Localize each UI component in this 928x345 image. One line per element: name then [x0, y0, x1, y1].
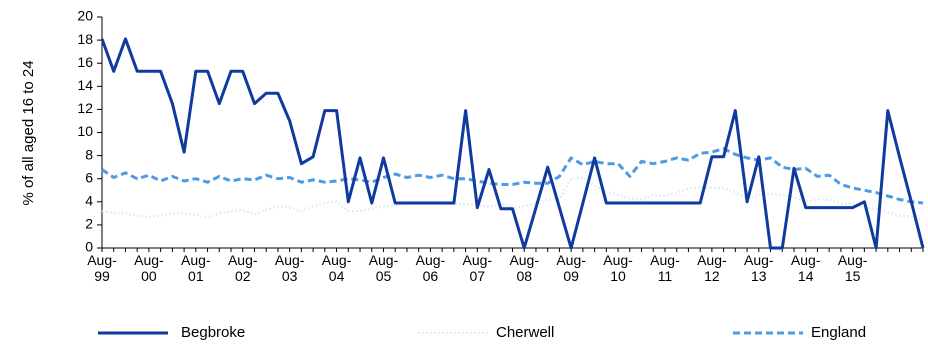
y-tick-label: 6 [85, 169, 93, 185]
y-tick-label: 8 [85, 146, 93, 162]
x-tick-label: Aug-04 [322, 252, 352, 284]
y-tick-label: 20 [77, 8, 93, 24]
x-axis: Aug-99 Aug-00 Aug-01 Aug-02 Aug-03 Aug-04 Aug-… [87, 248, 924, 284]
x-tick-label: Aug-15 [838, 252, 868, 284]
x-tick-label: Aug-14 [791, 252, 821, 284]
x-tick-label: Aug-13 [744, 252, 774, 284]
series-line-england [101, 147, 924, 205]
y-tick-label: 2 [85, 216, 93, 232]
x-tick-label: Aug-08 [509, 252, 539, 284]
y-tick-label: 12 [77, 100, 93, 116]
y-tick-label: 10 [77, 123, 93, 139]
x-tick-label: Aug-01 [181, 252, 211, 284]
x-tick-label: Aug-09 [556, 252, 586, 284]
x-tick-label: Aug-00 [134, 252, 164, 284]
x-tick-label: Aug-10 [603, 252, 633, 284]
legend: Begbroke Cherwell England [98, 324, 866, 341]
legend-label-england: England [811, 324, 866, 341]
x-tick-label: Aug-07 [463, 252, 493, 284]
y-axis-label: % of all aged 16 to 24 [20, 60, 37, 205]
x-tick-label: Aug-11 [650, 252, 680, 284]
series-line-begbroke [100, 37, 925, 250]
plot-area [100, 37, 925, 250]
y-tick-label: 0 [85, 239, 93, 255]
y-tick-label: 14 [77, 77, 93, 93]
x-tick-label: Aug-99 [87, 252, 117, 284]
y-tick-label: 16 [77, 54, 93, 70]
x-tick-label: Aug-12 [697, 252, 727, 284]
y-axis-title: % of all aged 16 to 24 [20, 60, 37, 205]
y-tick-label: 4 [85, 193, 93, 209]
legend-label-begbroke: Begbroke [181, 324, 245, 341]
y-axis: 0 2 4 6 8 10 12 14 16 18 20 [77, 8, 102, 255]
y-tick-label: 18 [77, 31, 93, 47]
x-tick-label: Aug-06 [416, 252, 446, 284]
legend-label-cherwell: Cherwell [496, 324, 554, 341]
x-tick-label: Aug-05 [369, 252, 399, 284]
x-tick-label: Aug-02 [228, 252, 258, 284]
x-tick-label: Aug-03 [275, 252, 305, 284]
